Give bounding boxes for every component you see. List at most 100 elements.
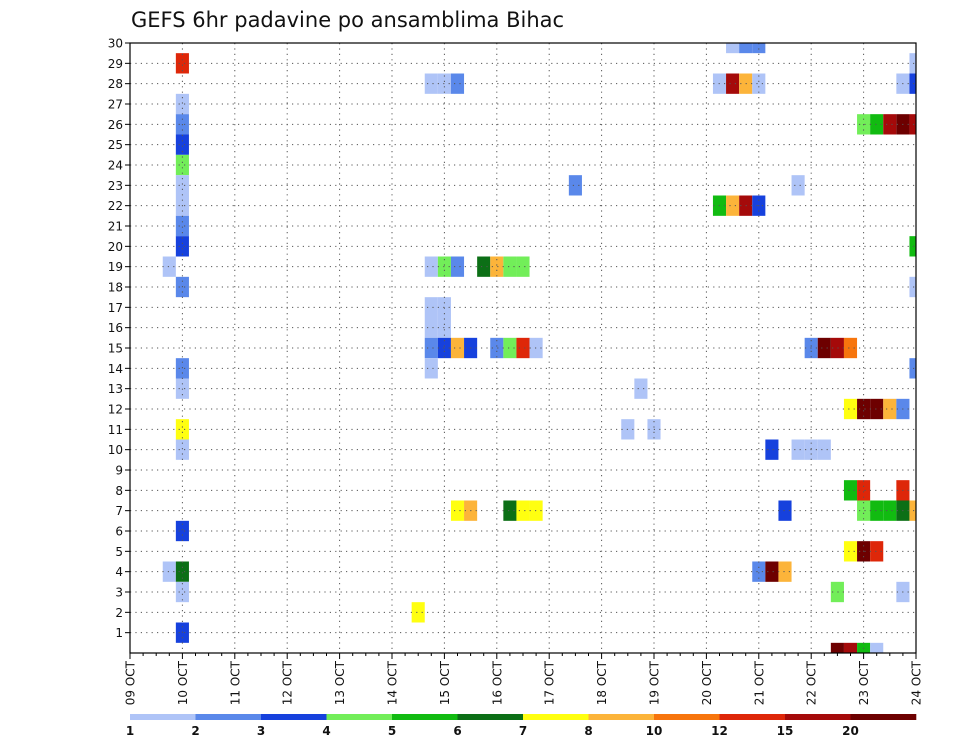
legend-swatch: [326, 714, 393, 720]
precip-cell: [843, 642, 858, 653]
y-tick-label: 3: [115, 586, 123, 600]
precip-cell: [726, 195, 740, 216]
precip-cell: [437, 317, 451, 338]
x-tick-label: 09 OCT: [124, 660, 138, 705]
y-tick-label: 4: [115, 565, 123, 579]
precip-cell: [175, 93, 189, 115]
x-tick-label: 15 OCT: [438, 660, 452, 705]
grid-layer: [130, 42, 916, 653]
legend-label: 20: [842, 724, 859, 738]
legend-label: 12: [711, 724, 728, 738]
legend-label: 1: [126, 724, 134, 738]
precip-cell: [909, 276, 916, 298]
y-tick-label: 17: [108, 301, 123, 315]
precip-cell: [778, 500, 792, 521]
legend-label: 5: [388, 724, 396, 738]
legend-label: 2: [191, 724, 199, 738]
y-tick-label: 25: [108, 138, 123, 152]
precip-cell: [175, 215, 189, 237]
x-axis: 09 OCT 10 OCT 11 OCT 12 OCT 13 OCT 14 OCT 15 O…: [124, 653, 924, 705]
y-tick-label: 6: [115, 525, 123, 539]
y-tick-label: 20: [108, 240, 123, 254]
y-tick-label: 15: [108, 342, 123, 356]
precip-cell: [162, 561, 176, 582]
legend-label: 15: [777, 724, 794, 738]
precip-cell: [909, 236, 916, 257]
precip-cell: [424, 73, 438, 94]
legend-label: 3: [257, 724, 265, 738]
y-tick-label: 9: [115, 464, 123, 478]
y-tick-label: 13: [108, 382, 123, 396]
chart-title: GEFS 6hr padavine po ansamblima Bihac: [131, 8, 564, 32]
legend-swatch: [195, 714, 262, 720]
legend-swatch: [523, 714, 589, 720]
precip-cell: [830, 642, 844, 653]
x-tick-label: 23 OCT: [857, 660, 871, 705]
x-tick-label: 19 OCT: [648, 660, 662, 705]
legend-swatch: [392, 714, 458, 720]
precip-cell: [503, 256, 517, 277]
precip-cell: [909, 114, 916, 135]
y-tick-label: 8: [115, 484, 123, 498]
x-tick-label: 13 OCT: [333, 660, 347, 705]
precip-cell: [634, 378, 648, 399]
color-legend: 1 2 3 4 5 6 7 8 10 12 15 20: [126, 714, 917, 738]
legend-swatch: [785, 714, 851, 720]
precip-cell: [175, 581, 189, 603]
precip-cell: [726, 43, 740, 54]
precip-cell: [490, 256, 504, 277]
precip-cell: [503, 337, 517, 359]
precip-cell: [883, 398, 897, 420]
y-tick-label: 26: [108, 118, 123, 132]
x-tick-label: 12 OCT: [281, 660, 295, 705]
precip-cell: [175, 561, 189, 582]
legend-swatch: [261, 714, 327, 720]
legend-label: 7: [519, 724, 527, 738]
legend-swatch: [130, 714, 196, 720]
y-tick-label: 7: [115, 504, 123, 518]
precip-cell: [765, 439, 779, 460]
y-tick-label: 22: [108, 199, 123, 213]
precip-cell: [175, 154, 189, 176]
precip-cell: [162, 256, 176, 277]
precip-cell: [739, 43, 753, 54]
precip-cell: [175, 175, 189, 196]
precip-cell: [870, 500, 884, 521]
y-tick-label: 1: [115, 626, 123, 640]
x-tick-label: 14 OCT: [386, 660, 400, 705]
y-tick-label: 5: [115, 545, 123, 559]
precip-cell: [175, 358, 189, 379]
precip-cell: [909, 73, 916, 94]
legend-swatch: [719, 714, 786, 720]
precip-cell: [752, 43, 766, 54]
precip-cell: [857, 480, 871, 501]
y-tick-label: 29: [108, 57, 123, 71]
precip-cell: [424, 317, 438, 338]
precip-cell: [175, 236, 189, 257]
precip-cell: [175, 134, 189, 155]
precip-cell: [437, 73, 451, 94]
precip-cell: [843, 480, 858, 501]
precip-cell: [175, 520, 189, 542]
precip-cell: [778, 561, 792, 582]
precip-cell: [424, 337, 438, 359]
x-tick-label: 11 OCT: [228, 660, 242, 705]
precip-cell: [791, 439, 805, 460]
y-tick-label: 11: [108, 423, 123, 437]
y-tick-label: 18: [108, 281, 123, 295]
precip-cell: [726, 73, 740, 94]
precip-cell: [568, 175, 582, 196]
precip-cell: [437, 297, 451, 318]
legend-swatch: [654, 714, 720, 720]
precip-cell: [870, 114, 884, 135]
precip-cell: [883, 500, 897, 521]
x-tick-label: 22 OCT: [805, 660, 819, 705]
precip-cell: [175, 53, 189, 74]
x-tick-label: 16 OCT: [490, 660, 504, 705]
precip-cell: [870, 398, 884, 420]
precip-cell: [450, 73, 465, 94]
y-tick-label: 30: [108, 37, 123, 51]
x-tick-label: 21 OCT: [752, 660, 766, 705]
precip-cell: [516, 256, 530, 277]
